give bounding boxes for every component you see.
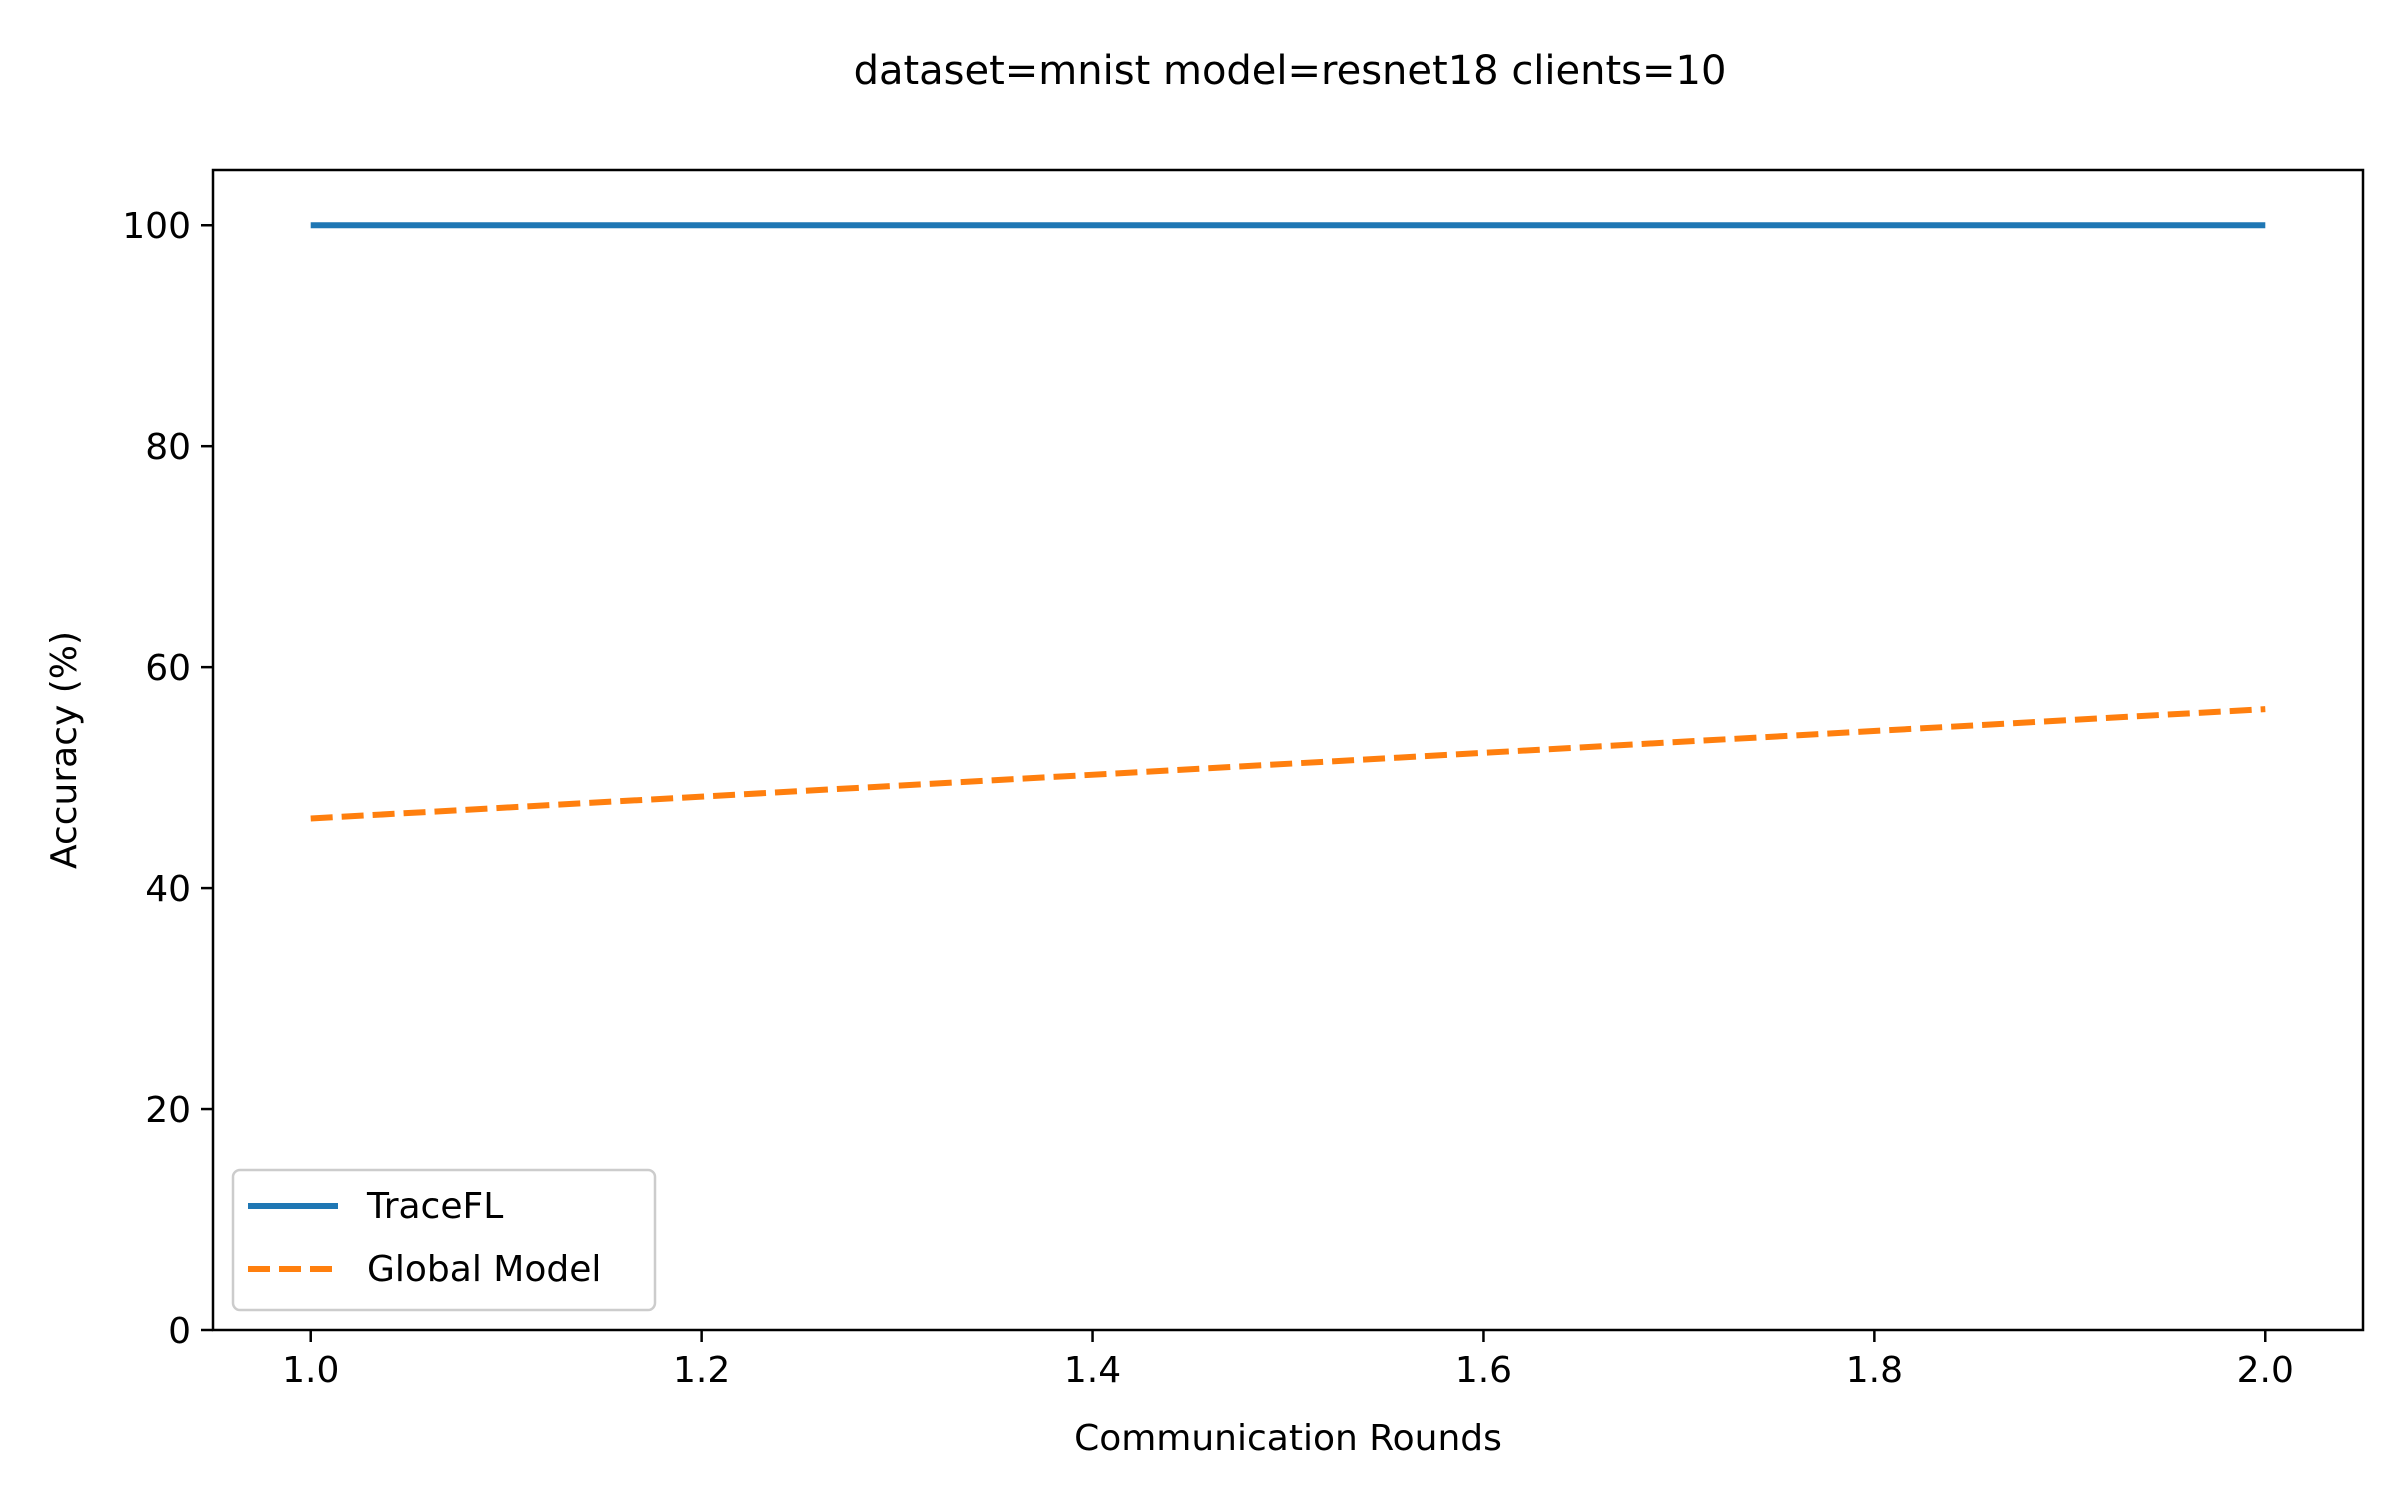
plot-area-frame — [211, 168, 2365, 1332]
y-tick-label: 20 — [145, 1090, 191, 1131]
ticks-layer: 1.0 1.2 1.4 1.6 1.8 2.0 0 20 40 60 80 100 — [122, 206, 2294, 1391]
y-tick-label: 60 — [145, 648, 191, 689]
legend: TraceFL Global Model — [231, 1168, 657, 1312]
x-tick-label: 2.0 — [2237, 1350, 2294, 1391]
y-tick-label: 80 — [145, 427, 191, 468]
legend-box — [231, 1168, 657, 1312]
chart-title: dataset=mnist model=resnet18 clients=10 — [854, 48, 1727, 94]
y-tick-label: 40 — [145, 869, 191, 910]
x-tick-label: 1.2 — [673, 1350, 730, 1391]
x-tick-label: 1.4 — [1064, 1350, 1121, 1391]
legend-label-tracefl: TraceFL — [366, 1186, 503, 1227]
legend-label-global-model: Global Model — [367, 1249, 601, 1290]
x-tick-label: 1.6 — [1455, 1350, 1512, 1391]
series-line-global-model — [310, 706, 2266, 822]
x-tick-label: 1.8 — [1846, 1350, 1903, 1391]
y-tick-label: 100 — [122, 206, 191, 247]
x-axis-label: Communication Rounds — [1074, 1418, 1502, 1459]
series-layer — [310, 222, 2266, 822]
x-tick-label: 1.0 — [282, 1350, 339, 1391]
y-tick-label: 0 — [168, 1311, 191, 1352]
y-axis-label: Accuracy (%) — [44, 631, 85, 869]
